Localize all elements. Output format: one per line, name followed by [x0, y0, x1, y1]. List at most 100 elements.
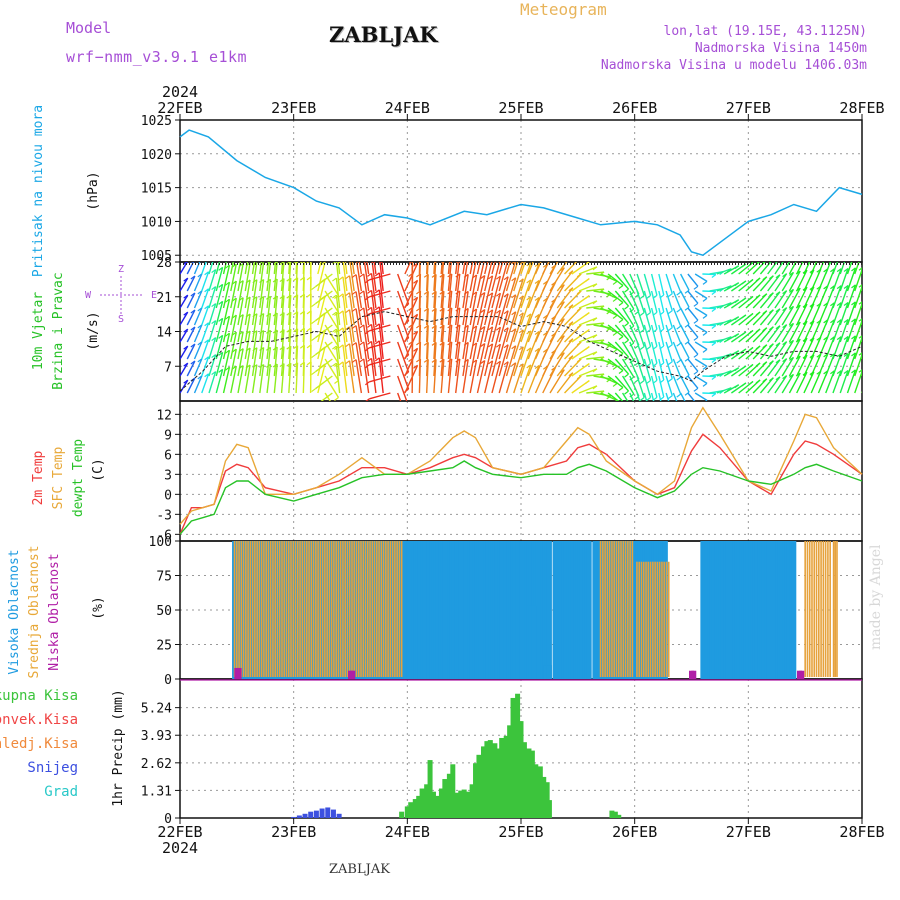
wind-arrow-head: [183, 328, 189, 333]
wind-arrow-head: [693, 353, 699, 358]
wind-arrow: [854, 369, 862, 394]
wind-arrow: [636, 324, 645, 347]
wind-arrow: [425, 262, 429, 292]
wind-arrow-head: [741, 365, 747, 370]
temp-dew-label: dewpt Temp: [71, 439, 86, 517]
wind-arrow: [476, 360, 486, 394]
wind-arrow: [447, 358, 453, 394]
wind-arrow-head: [568, 321, 574, 326]
snow-bar: [308, 811, 314, 818]
wind-arrow: [397, 392, 402, 401]
wind-arrow: [455, 290, 461, 326]
wind-arrow: [363, 324, 370, 360]
wind-arrow-head: [480, 275, 486, 279]
wind-arrow-head: [629, 342, 635, 347]
wind-arrow-head: [332, 244, 336, 247]
wind-arrow: [607, 375, 624, 389]
wind-arrow-head: [480, 309, 486, 313]
wind-arrow-head: [635, 413, 639, 416]
wind-arrow-head: [702, 331, 708, 336]
wind-arrow-head: [676, 325, 682, 330]
wind-arrow: [861, 339, 862, 342]
wind-arrow: [832, 353, 842, 377]
wind-arrow: [702, 392, 716, 395]
wind-arrow-head: [495, 292, 501, 297]
wind-arrow: [186, 360, 196, 377]
wind-arrow: [317, 262, 326, 292]
wind-arrow: [342, 361, 348, 394]
wind-arrow: [687, 307, 699, 321]
wind-arrow-head: [534, 280, 540, 284]
wind-arrow: [244, 262, 251, 292]
wind-arrow: [455, 341, 461, 377]
wind-arrow: [237, 348, 244, 377]
wind-arrow: [564, 273, 582, 292]
wind-arrow-head: [629, 325, 635, 330]
wind-arrow: [578, 351, 598, 360]
wind-arrow: [621, 341, 635, 361]
wind-arrow: [694, 307, 708, 316]
wind-arrow-head: [280, 245, 284, 248]
wind-arrow-head: [824, 252, 828, 255]
wind-arrow-head: [659, 345, 665, 350]
model-name: wrf−nmm_v3.9.1 e1km: [66, 48, 248, 66]
wind-arrow-head: [858, 369, 862, 373]
wind-arrow: [839, 262, 846, 275]
wind-arrow: [295, 262, 298, 275]
wind-arrow: [180, 362, 189, 377]
wind-arrow-head: [755, 294, 761, 299]
bottom-date-label: 23FEB: [271, 823, 316, 841]
wind-arrow: [854, 267, 862, 292]
wind-arrow-head: [741, 263, 747, 268]
wind-arrow: [404, 262, 419, 292]
wind-arrow-head: [504, 243, 508, 246]
rain-bar: [492, 743, 498, 818]
wind-arrow-head: [748, 363, 754, 368]
wind-arrow-head: [659, 328, 665, 333]
wind-arrow-head: [211, 371, 217, 376]
wind-arrow-head: [789, 305, 794, 310]
wind-arrow: [607, 341, 624, 355]
ytick-label: 28: [156, 256, 172, 271]
wind-arrow: [273, 329, 278, 360]
wind-arrow-head: [858, 352, 862, 356]
wind-arrow: [520, 330, 532, 360]
wind-arrow: [687, 392, 696, 401]
wind-arrow: [694, 324, 708, 333]
wind-arrow-head: [851, 301, 856, 306]
rain-bar: [612, 811, 618, 818]
wind-arrow: [846, 262, 853, 275]
wind-arrow-head: [338, 293, 344, 298]
wind-arrow: [355, 342, 363, 377]
wind-arrow-head: [359, 273, 365, 278]
wind-arrow-head: [741, 382, 747, 387]
wind-arrow: [788, 321, 801, 343]
wind-arrow: [716, 370, 732, 377]
wind-arrow: [230, 281, 237, 309]
wind-arrow: [378, 289, 384, 326]
ytick-label: -3: [156, 508, 172, 523]
wind-arrow-head: [624, 390, 629, 395]
rain-bar: [446, 773, 452, 818]
wind-arrow: [433, 342, 437, 377]
wind-arrow-head: [414, 246, 418, 249]
wind-arrow: [702, 375, 716, 378]
snow-bar: [325, 807, 331, 818]
wind-arrow: [266, 262, 270, 275]
wind-arrow: [593, 324, 611, 329]
wind-arrow: [687, 273, 699, 287]
wind-arrow-head: [503, 344, 509, 349]
wind-arrow-head: [667, 293, 673, 298]
wind-arrow-head: [693, 285, 699, 290]
wind-arrow: [672, 358, 682, 378]
wind-arrow-head: [534, 263, 540, 267]
wind-arrow: [484, 360, 494, 394]
wind-arrow: [266, 347, 272, 377]
wind-arrow-head: [693, 319, 699, 324]
wind-arrow-head: [503, 293, 509, 298]
wind-arrow-head: [702, 382, 708, 387]
bottom-date-label: 28FEB: [839, 823, 884, 841]
wind-arrow-head: [592, 385, 598, 390]
wind-arrow: [208, 303, 217, 326]
wind-arrow: [440, 274, 445, 309]
